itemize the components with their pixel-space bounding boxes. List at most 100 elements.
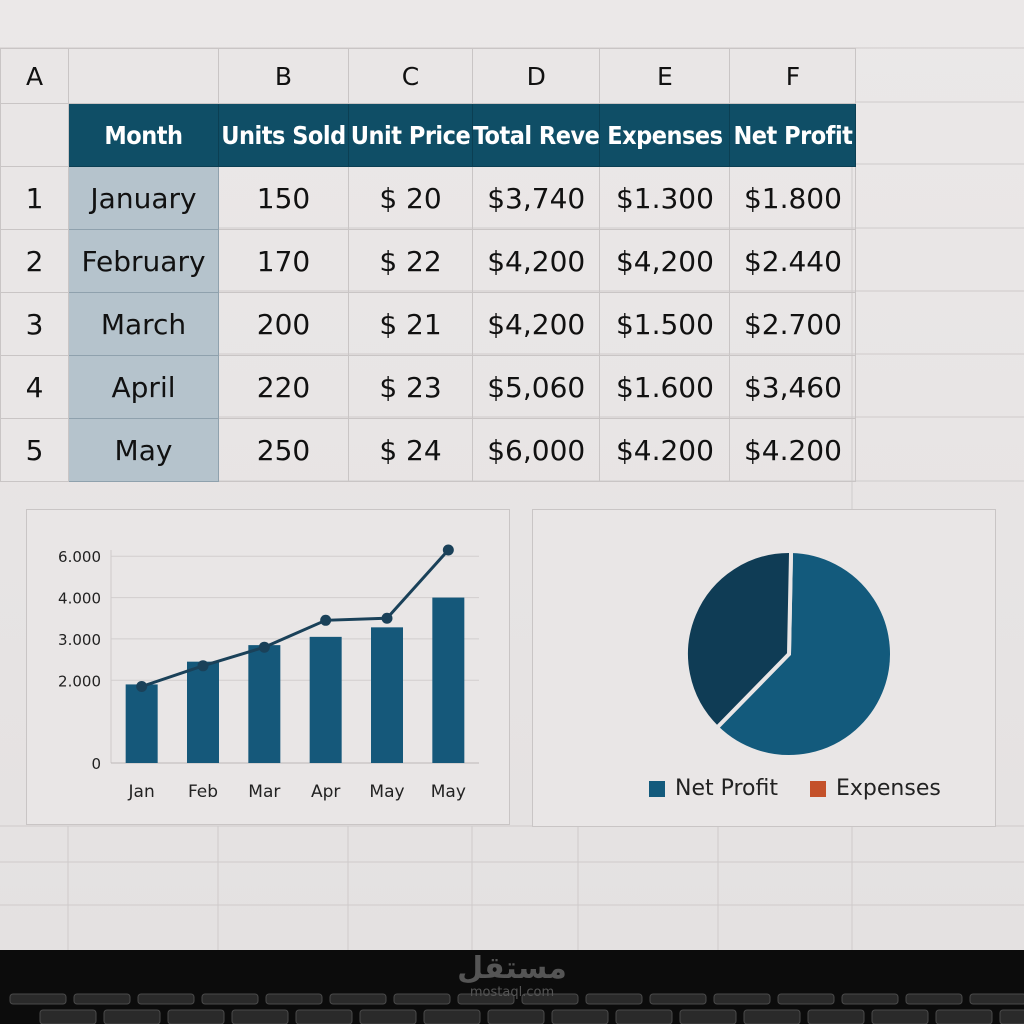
cell-expenses[interactable]: $1.500 [599,292,731,356]
pie-chart-panel[interactable]: Net Profit Expenses [532,509,996,827]
line-point[interactable] [197,660,209,672]
header-total-revenue[interactable]: Total Reve [471,103,601,167]
row-number[interactable]: 5 [0,418,69,482]
y-tick-label: 0 [91,755,101,773]
row-number[interactable]: 4 [0,355,69,419]
column-header-row: A B C D E F [0,48,857,104]
line-point[interactable] [258,641,270,653]
key [521,993,579,1005]
cell-units-sold[interactable]: 170 [218,229,349,293]
bar[interactable] [371,627,403,763]
cell-expenses[interactable]: $4.200 [599,418,731,482]
row-number[interactable]: 3 [0,292,69,356]
x-tick-label: Jan [128,782,155,802]
cell-units-sold[interactable]: 150 [218,166,349,230]
key [777,993,835,1005]
key [423,1009,481,1024]
cell-unit-price[interactable]: $ 23 [348,355,473,419]
cell-net-profit[interactable]: $2.700 [729,292,857,356]
line-point[interactable] [442,544,454,556]
cell-month[interactable]: May [68,418,219,482]
key [807,1009,865,1024]
key [551,1009,609,1024]
bar[interactable] [248,645,281,763]
pie-slice-expenses[interactable] [684,549,794,731]
header-net-profit[interactable]: Net Profit [729,103,857,167]
key [585,993,643,1005]
cell-net-profit[interactable]: $2.440 [729,229,857,293]
cell-expenses[interactable]: $1.600 [599,355,731,419]
column-header-e[interactable]: E [599,48,731,104]
key [103,1009,161,1024]
cell-month[interactable]: April [68,355,219,419]
cell-units-sold[interactable]: 250 [218,418,349,482]
bar[interactable] [187,661,219,763]
key [265,993,323,1005]
key [871,1009,929,1024]
bar-line-chart-panel[interactable]: 0 2.000 3.000 4.000 6.000 Jan Feb Mar Apr May May [26,509,510,825]
row-number[interactable]: 2 [0,229,69,293]
header-expenses[interactable]: Expenses [599,103,731,167]
header-month[interactable]: Month [68,103,219,167]
key [615,1009,673,1024]
cell-unit-price[interactable]: $ 21 [348,292,473,356]
x-tick-label: Apr [311,782,340,802]
key [9,993,67,1005]
table-row: 3 March 200 $ 21 $4,200 $1.500 $2.700 [0,292,857,356]
cell-total-revenue[interactable]: $6,000 [471,418,601,482]
row-number[interactable]: 1 [0,166,69,230]
table-row: 5 May 250 $ 24 $6,000 $4.200 $4.200 [0,418,857,482]
cell-total-revenue[interactable]: $4,200 [471,229,601,293]
row-number-header[interactable] [0,103,69,167]
cell-expenses[interactable]: $4,200 [599,229,731,293]
spreadsheet-table: A B C D E F Month Units Sold Unit Price … [0,48,857,482]
cell-unit-price[interactable]: $ 22 [348,229,473,293]
legend-swatch-expenses [810,780,826,797]
bar[interactable] [432,597,465,763]
key [329,993,387,1005]
cell-net-profit[interactable]: $3,460 [729,355,857,419]
line-point[interactable] [381,612,393,624]
key [969,993,1024,1005]
line-point[interactable] [320,614,332,626]
y-tick-label: 4.000 [58,590,101,608]
cell-net-profit[interactable]: $4.200 [729,418,857,482]
x-tick-label: May [431,782,466,802]
cell-total-revenue[interactable]: $4,200 [471,292,601,356]
cell-month[interactable]: February [68,229,219,293]
cell-month[interactable]: March [68,292,219,356]
table-row: 2 February 170 $ 22 $4,200 $4,200 $2.440 [0,229,857,293]
column-header-c[interactable]: C [348,48,473,104]
column-header-f[interactable]: F [729,48,857,104]
cell-units-sold[interactable]: 200 [218,292,349,356]
cell-unit-price[interactable]: $ 20 [348,166,473,230]
trend-line [141,548,450,688]
header-units-sold[interactable]: Units Sold [218,103,349,167]
key [167,1009,225,1024]
cell-month[interactable]: January [68,166,219,230]
column-header-b[interactable]: B [218,48,349,104]
key [359,1009,417,1024]
key [713,993,771,1005]
cell-total-revenue[interactable]: $5,060 [471,355,601,419]
cell-net-profit[interactable]: $1.800 [729,166,857,230]
watermark-arabic: مستقل [457,951,567,986]
column-header-d[interactable]: D [471,48,601,104]
pie-slice-net-profit[interactable] [714,548,894,759]
column-header-a[interactable]: A [0,48,69,104]
y-tick-label: 3.000 [58,631,101,649]
bar[interactable] [125,684,158,763]
cell-expenses[interactable]: $1.300 [599,166,731,230]
key [295,1009,353,1024]
cell-total-revenue[interactable]: $3,740 [471,166,601,230]
legend-swatch-net-profit [649,780,665,797]
cell-units-sold[interactable]: 220 [218,355,349,419]
line-point[interactable] [136,680,148,692]
header-unit-price[interactable]: Unit Price [348,103,473,167]
watermark-latin: mostaql.com [469,985,555,1000]
legend-label-expenses: Expenses [836,776,941,801]
column-header-blank[interactable] [68,48,219,104]
bar[interactable] [309,636,342,763]
cell-unit-price[interactable]: $ 24 [348,418,473,482]
key [201,993,259,1005]
